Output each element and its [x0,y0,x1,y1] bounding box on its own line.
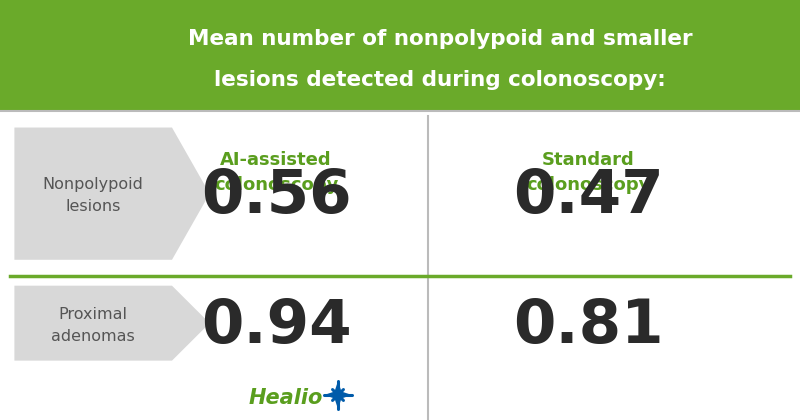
Text: 0.56: 0.56 [201,167,351,226]
Text: AI-assisted
colonoscopy: AI-assisted colonoscopy [214,151,338,194]
Text: lesions detected during colonoscopy:: lesions detected during colonoscopy: [214,70,666,90]
Polygon shape [14,286,210,361]
Text: 0.81: 0.81 [513,297,663,356]
Polygon shape [14,128,210,260]
Text: Mean number of nonpolypoid and smaller: Mean number of nonpolypoid and smaller [188,29,692,49]
Text: adenomas: adenomas [51,329,135,344]
Text: 0.47: 0.47 [513,167,663,226]
Text: Proximal: Proximal [58,307,128,322]
Text: Nonpolypoid: Nonpolypoid [42,177,144,192]
Text: Healio: Healio [249,388,323,408]
Text: Standard
colonoscopy: Standard colonoscopy [526,151,650,194]
FancyBboxPatch shape [0,0,800,111]
Text: lesions: lesions [66,199,121,214]
Polygon shape [324,381,352,409]
Text: 0.94: 0.94 [201,297,351,356]
